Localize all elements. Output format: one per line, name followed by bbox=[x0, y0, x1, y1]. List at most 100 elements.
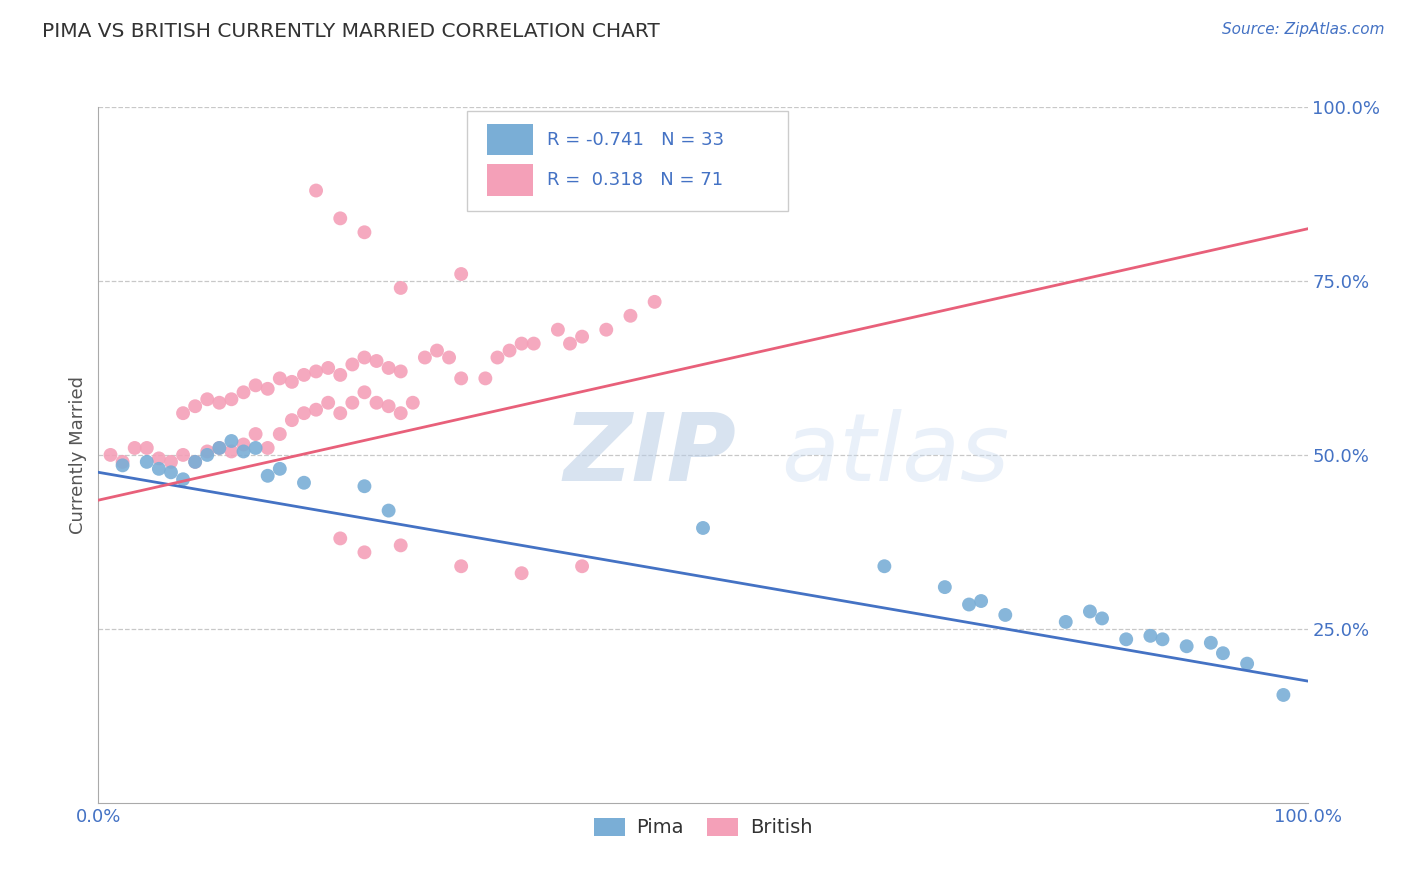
Point bbox=[547, 323, 569, 337]
Point bbox=[377, 399, 399, 413]
Point bbox=[510, 566, 533, 581]
Point bbox=[292, 368, 315, 382]
Point bbox=[353, 479, 375, 493]
Point bbox=[413, 351, 436, 365]
Point bbox=[316, 396, 339, 410]
Point bbox=[1115, 632, 1137, 647]
Point bbox=[148, 451, 170, 466]
Point bbox=[994, 607, 1017, 622]
Point bbox=[644, 294, 666, 309]
Point bbox=[245, 378, 267, 392]
Point bbox=[498, 343, 520, 358]
Point bbox=[208, 396, 231, 410]
Y-axis label: Currently Married: Currently Married bbox=[69, 376, 87, 534]
Point bbox=[1199, 636, 1222, 650]
Point bbox=[135, 441, 157, 455]
FancyBboxPatch shape bbox=[467, 111, 787, 211]
Point bbox=[510, 336, 533, 351]
Point bbox=[135, 455, 157, 469]
Point bbox=[1078, 605, 1101, 619]
Point bbox=[1236, 657, 1258, 671]
Point bbox=[619, 309, 641, 323]
Point bbox=[172, 472, 194, 486]
Point bbox=[873, 559, 896, 574]
Point bbox=[111, 455, 134, 469]
Point bbox=[160, 466, 183, 480]
Point bbox=[292, 406, 315, 420]
Text: atlas: atlas bbox=[782, 409, 1010, 500]
Point bbox=[450, 559, 472, 574]
Point bbox=[221, 392, 243, 407]
Point bbox=[1212, 646, 1234, 660]
Point bbox=[1152, 632, 1174, 647]
FancyBboxPatch shape bbox=[486, 164, 533, 195]
Point bbox=[523, 336, 546, 351]
Point bbox=[389, 281, 412, 295]
FancyBboxPatch shape bbox=[486, 124, 533, 155]
Point bbox=[342, 358, 364, 372]
Point bbox=[342, 396, 364, 410]
Point bbox=[377, 360, 399, 375]
Point bbox=[221, 444, 243, 458]
Point bbox=[124, 441, 146, 455]
Point bbox=[353, 351, 375, 365]
Point bbox=[558, 336, 581, 351]
Point bbox=[426, 343, 449, 358]
Point bbox=[245, 441, 267, 455]
Point bbox=[232, 437, 254, 451]
Point bbox=[1054, 615, 1077, 629]
Point bbox=[316, 360, 339, 375]
Point bbox=[269, 427, 291, 442]
Point bbox=[366, 396, 388, 410]
Point bbox=[305, 364, 328, 378]
Point bbox=[208, 441, 231, 455]
Point bbox=[389, 364, 412, 378]
Point bbox=[256, 468, 278, 483]
Point bbox=[970, 594, 993, 608]
Point bbox=[1272, 688, 1295, 702]
Point bbox=[329, 406, 352, 420]
Point bbox=[389, 406, 412, 420]
Point bbox=[281, 375, 304, 389]
Text: ZIP: ZIP bbox=[564, 409, 737, 501]
Point bbox=[232, 385, 254, 400]
Point bbox=[172, 448, 194, 462]
Point bbox=[437, 351, 460, 365]
Point bbox=[232, 444, 254, 458]
Point bbox=[1091, 611, 1114, 625]
Text: Source: ZipAtlas.com: Source: ZipAtlas.com bbox=[1222, 22, 1385, 37]
Point bbox=[329, 211, 352, 226]
Point bbox=[366, 354, 388, 368]
Point bbox=[450, 267, 472, 281]
Point bbox=[256, 441, 278, 455]
Point bbox=[377, 503, 399, 517]
Point bbox=[389, 538, 412, 552]
Text: PIMA VS BRITISH CURRENTLY MARRIED CORRELATION CHART: PIMA VS BRITISH CURRENTLY MARRIED CORREL… bbox=[42, 22, 659, 41]
Point bbox=[486, 351, 509, 365]
Point bbox=[1175, 639, 1198, 653]
Point bbox=[160, 455, 183, 469]
Point bbox=[100, 448, 122, 462]
Point bbox=[571, 329, 593, 343]
Point bbox=[111, 458, 134, 473]
Legend: Pima, British: Pima, British bbox=[586, 810, 820, 846]
Point bbox=[450, 371, 472, 385]
Point bbox=[148, 462, 170, 476]
Point bbox=[353, 545, 375, 559]
Point bbox=[269, 371, 291, 385]
Point bbox=[256, 382, 278, 396]
Point bbox=[195, 448, 218, 462]
Point bbox=[305, 402, 328, 417]
Point bbox=[402, 396, 425, 410]
Point bbox=[269, 462, 291, 476]
Point bbox=[595, 323, 617, 337]
Point bbox=[934, 580, 956, 594]
Point bbox=[474, 371, 496, 385]
Text: R = -0.741   N = 33: R = -0.741 N = 33 bbox=[547, 131, 724, 149]
Point bbox=[221, 434, 243, 448]
Point bbox=[692, 521, 714, 535]
Point bbox=[1139, 629, 1161, 643]
Point bbox=[184, 455, 207, 469]
Point bbox=[329, 368, 352, 382]
Point bbox=[172, 406, 194, 420]
